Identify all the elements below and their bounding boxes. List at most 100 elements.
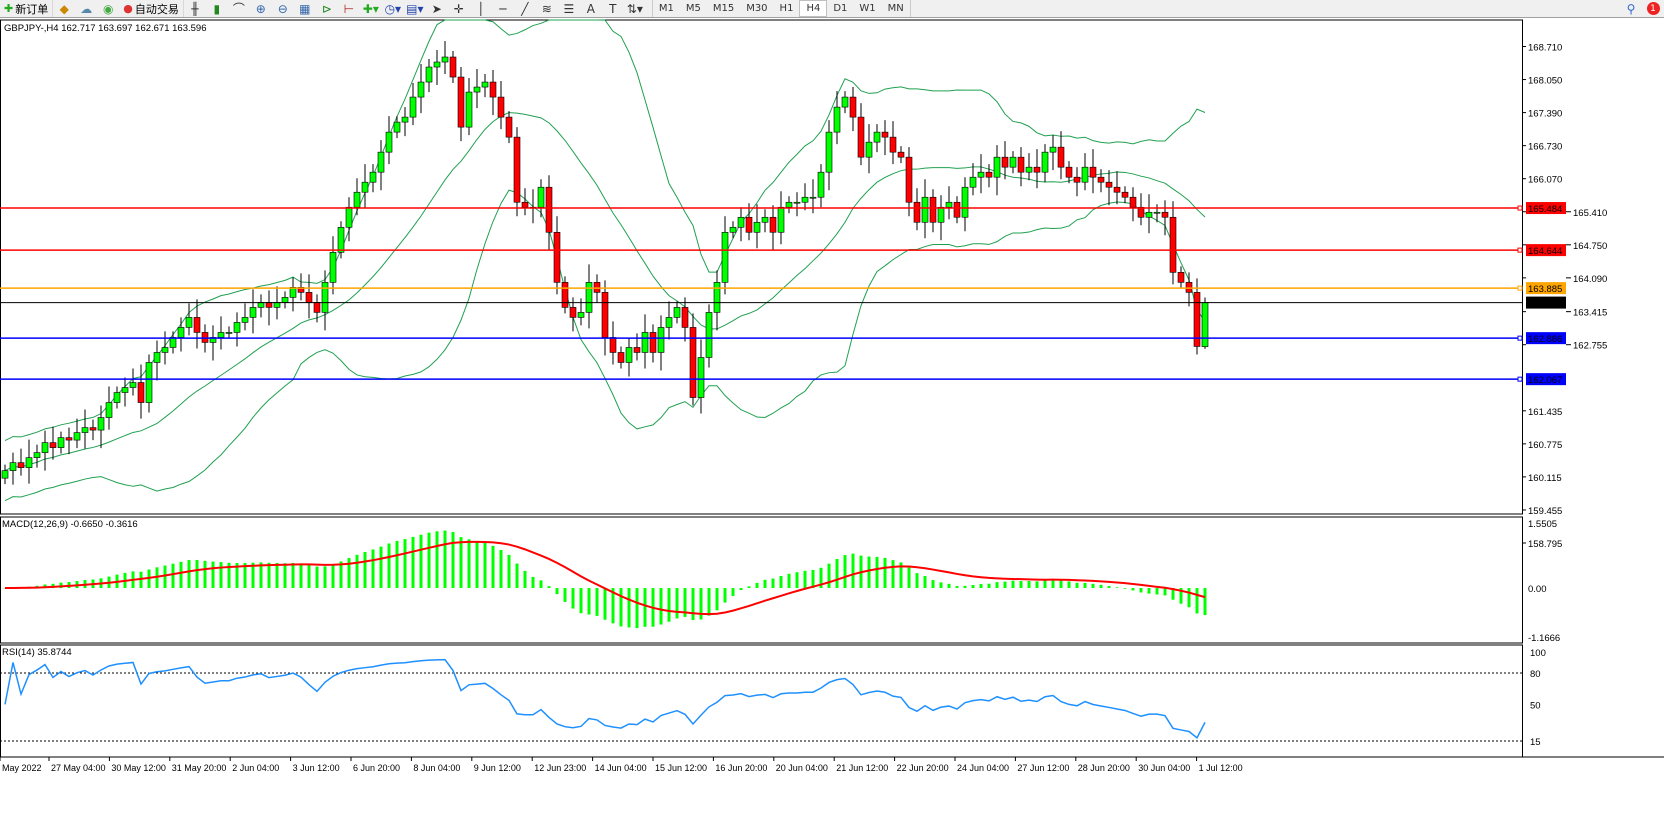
macd-bar: [219, 562, 223, 589]
fibonacci-icon[interactable]: ≋: [541, 1, 552, 16]
candle: [529, 189, 537, 224]
macd-bar: [795, 572, 799, 589]
timeframe-h4[interactable]: H4: [799, 0, 828, 17]
candle: [1033, 149, 1041, 189]
bull-candle-body: [113, 392, 121, 403]
timeframe-d1[interactable]: D1: [833, 3, 848, 14]
crosshair-icon[interactable]: ✛: [453, 1, 464, 16]
candle: [1121, 186, 1129, 204]
candle: [345, 197, 353, 242]
macd-bar: [1019, 580, 1023, 589]
time-axis-label: 9 Jun 12:00: [474, 763, 521, 773]
macd-bar: [243, 563, 247, 589]
tile-windows-icon[interactable]: ▦: [299, 1, 311, 16]
candle: [281, 291, 289, 309]
macd-bar: [291, 562, 295, 589]
signal-icon[interactable]: ◉: [102, 1, 114, 16]
candlestick-icon[interactable]: ▮: [213, 1, 221, 16]
macd-bar: [843, 555, 847, 589]
search-icon[interactable]: ⚲: [1626, 1, 1636, 16]
macd-bar: [1195, 588, 1199, 614]
vertical-line-icon[interactable]: │: [477, 1, 485, 16]
market-watch-icon[interactable]: ◆: [59, 1, 69, 16]
candle: [145, 354, 153, 413]
macd-bar: [579, 588, 583, 614]
periods-icon[interactable]: ◷▾: [384, 1, 402, 16]
chart-window[interactable]: 165.484 164.644 163.885 162.886 162.067 163.5…: [0, 19, 1664, 819]
arrows-icon[interactable]: ⇅▾: [626, 1, 643, 16]
bear-candle-body: [1129, 196, 1137, 208]
candle: [1001, 141, 1009, 180]
chart-header: GBPJPY-,H4 162.717 163.697 162.671 163.5…: [4, 23, 206, 34]
navigator-icon[interactable]: ☁: [80, 1, 93, 16]
candle: [241, 303, 249, 331]
candle: [153, 340, 161, 381]
bull-candle-body: [873, 131, 881, 143]
macd-bar: [899, 562, 903, 589]
macd-frame: [0, 516, 1523, 644]
line-handle[interactable]: [1517, 285, 1523, 291]
timeframe-bar: M1 M5 M15 M30 H1 H4 D1 W1 MN: [651, 0, 911, 17]
new-order-button[interactable]: ✚ 新订单: [0, 0, 54, 17]
timeframe-h1[interactable]: H1: [779, 3, 794, 14]
bear-candle-body: [689, 327, 697, 398]
bull-candle-body: [9, 462, 17, 471]
timeframe-m30[interactable]: M30: [746, 3, 768, 14]
candle: [1017, 147, 1025, 187]
candle: [913, 188, 921, 231]
autoscroll-icon[interactable]: ⊢: [343, 1, 355, 16]
macd-bar: [267, 562, 271, 589]
candle: [17, 448, 25, 476]
timeframe-mn[interactable]: MN: [887, 3, 904, 14]
candle: [473, 69, 481, 109]
notification-icon[interactable]: 1: [1642, 0, 1664, 17]
bollinger-lower: [4, 189, 1206, 502]
horizontal-line-icon[interactable]: ─: [499, 1, 507, 16]
candle: [585, 264, 593, 329]
cursor-icon[interactable]: ➤: [431, 1, 442, 16]
text-icon[interactable]: A: [586, 1, 595, 16]
bear-candle-body: [553, 231, 561, 283]
bull-candle-body: [737, 216, 745, 228]
channel-icon[interactable]: ☰: [563, 1, 575, 16]
bull-candle-body: [793, 201, 801, 204]
zoom-out-icon[interactable]: ⊖: [277, 1, 288, 16]
templates-icon[interactable]: ▤▾: [406, 1, 424, 16]
zoom-in-icon[interactable]: ⊕: [255, 1, 266, 16]
candle: [969, 163, 977, 196]
macd-bar: [747, 586, 751, 589]
bear-candle-body: [857, 116, 865, 158]
chart-shift-icon[interactable]: ⊳: [321, 1, 332, 16]
price-axis-label: 165.410: [1573, 208, 1607, 219]
rsi-frame: [0, 644, 1523, 758]
macd-bar: [1131, 588, 1135, 591]
candle: [361, 164, 369, 209]
line-handle[interactable]: [1517, 376, 1523, 382]
trendline-icon[interactable]: ╱: [521, 1, 529, 16]
bear-candle-body: [849, 96, 857, 118]
macd-bar: [315, 566, 319, 589]
bull-candle-body: [281, 297, 289, 303]
candle: [769, 205, 777, 251]
line-handle[interactable]: [1517, 335, 1523, 341]
time-axis-label: 1 Jul 12:00: [1199, 763, 1243, 773]
bollinger-upper: [4, 19, 1206, 442]
bull-candle-body: [721, 231, 729, 283]
indicators-icon[interactable]: ✚▾: [362, 1, 379, 16]
bear-candle-body: [985, 171, 993, 178]
timeframe-m1[interactable]: M1: [658, 3, 674, 14]
macd-label: MACD(12,26,9) -0.6650 -0.3616: [2, 519, 138, 530]
candle: [713, 270, 721, 331]
bar-chart-icon[interactable]: ╫: [191, 1, 199, 16]
label-icon[interactable]: T: [609, 1, 617, 16]
candle: [1129, 187, 1137, 222]
timeframe-m15[interactable]: M15: [712, 3, 735, 14]
line-handle[interactable]: [1517, 205, 1523, 211]
auto-trading-button[interactable]: ● 自动交易: [119, 0, 184, 17]
price-level-label: 162.067: [1528, 375, 1562, 386]
timeframe-m5[interactable]: M5: [685, 3, 701, 14]
line-handle[interactable]: [1517, 247, 1523, 253]
timeframe-w1[interactable]: W1: [859, 3, 876, 14]
candle: [257, 294, 265, 318]
line-chart-icon[interactable]: ⌒: [232, 2, 245, 16]
